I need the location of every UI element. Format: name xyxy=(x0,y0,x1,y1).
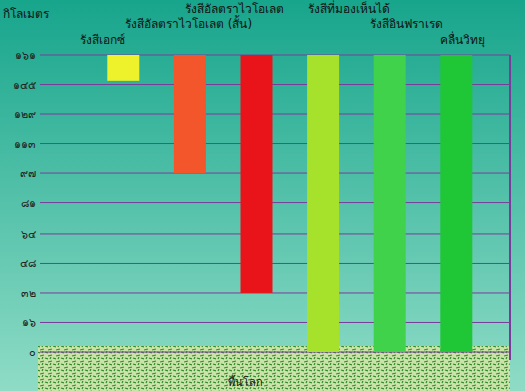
chart-container: ๐๑๖๓๒๔๘๖๔๘๑๙๗๑๑๓๑๒๙๑๔๕๑๖๑รังสีเอกซ์รังสี… xyxy=(0,0,525,391)
chart-svg: ๐๑๖๓๒๔๘๖๔๘๑๙๗๑๑๓๑๒๙๑๔๕๑๖๑รังสีเอกซ์รังสี… xyxy=(0,0,525,391)
y-axis-title: กิโลเมตร xyxy=(3,7,50,21)
grid-line xyxy=(40,292,510,293)
bars xyxy=(107,55,472,352)
grid-line xyxy=(40,202,510,203)
y-tick-label: ๑๒๙ xyxy=(14,108,36,121)
y-tick-label: ๑๔๕ xyxy=(13,79,36,92)
annotation: พื้นโลก xyxy=(228,374,263,389)
background xyxy=(0,0,525,391)
grid-line xyxy=(40,322,510,323)
y-tick-label: ๓๒ xyxy=(21,287,36,300)
category-label: รังสีอัลตราไวโอเลต xyxy=(185,2,284,16)
category-label: รังสีที่มองเห็นได้ xyxy=(308,0,390,16)
bar xyxy=(174,55,206,173)
y-tick-label: ๔๘ xyxy=(20,257,36,270)
category-label: รังสีเอกซ์ xyxy=(80,33,125,47)
category-label: รังสีอัลตราไวโอเลต (สั้น) xyxy=(125,15,252,31)
y-tick-label: ๑๑๓ xyxy=(14,138,36,151)
grid-line xyxy=(40,114,510,115)
y-tick-label: ๙๗ xyxy=(20,167,36,180)
y-tick-label: ๑๖ xyxy=(22,316,36,329)
bar xyxy=(307,55,339,352)
axis-line xyxy=(509,55,511,360)
y-tick-label: ๑๖๑ xyxy=(15,49,36,62)
grid-line xyxy=(40,143,510,144)
bar xyxy=(374,55,406,352)
bar xyxy=(107,55,139,81)
grid-line xyxy=(40,352,510,353)
grid-line xyxy=(40,84,510,85)
grid-line xyxy=(40,263,510,264)
category-label: รังสีอินฟราเรด xyxy=(370,17,443,31)
y-tick-label: ๖๔ xyxy=(21,228,36,241)
y-tick-label: ๘๑ xyxy=(21,197,36,210)
bar xyxy=(241,55,273,293)
bar xyxy=(440,55,472,352)
grid-line xyxy=(40,233,510,234)
category-label: คลื่นวิทยุ xyxy=(440,31,485,48)
ground xyxy=(38,346,510,391)
y-tick-label: ๐ xyxy=(29,346,36,359)
grid-line xyxy=(40,173,510,174)
